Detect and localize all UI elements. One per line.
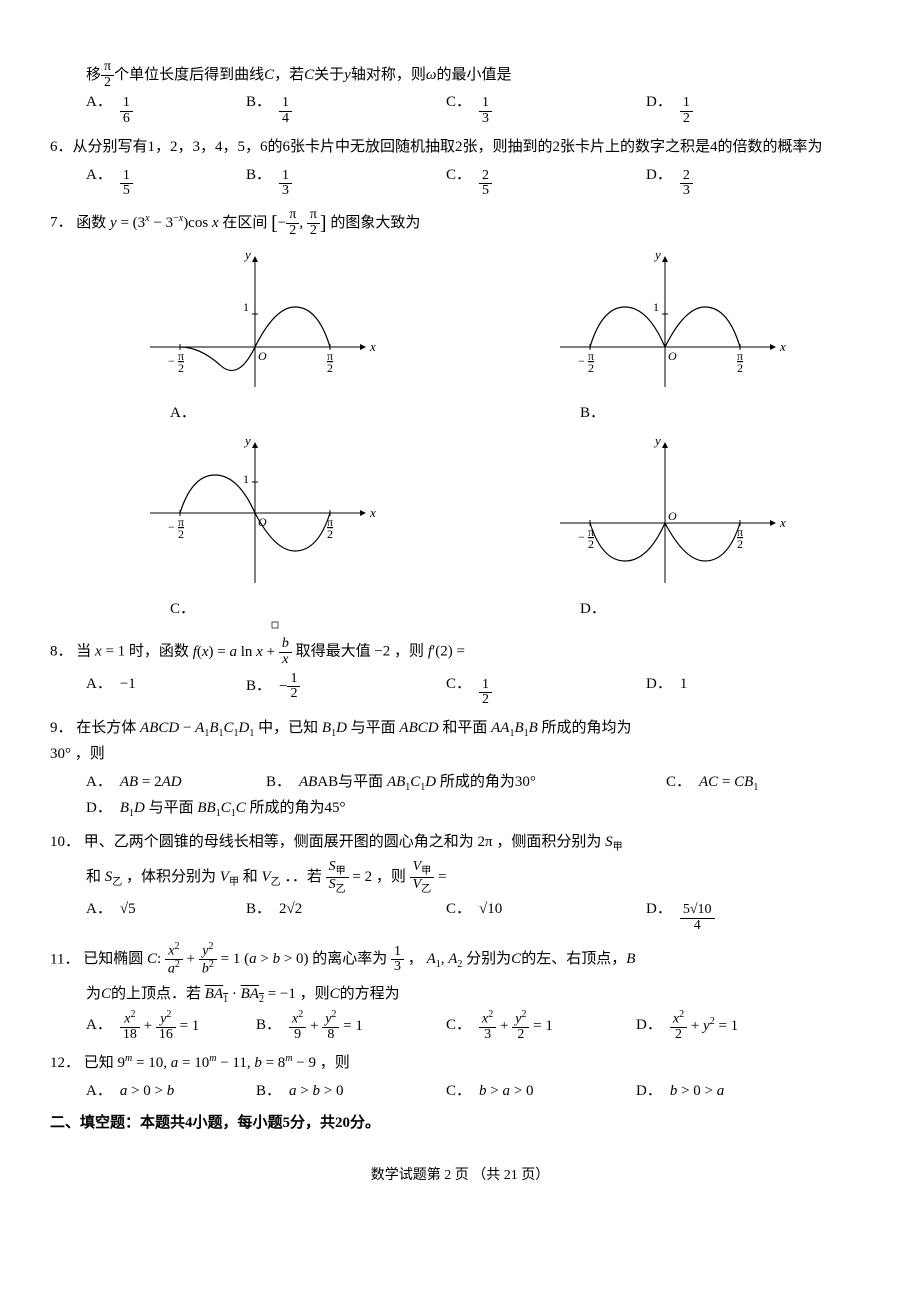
choice-d: D．12	[646, 90, 796, 126]
q7-text: 函数 y = (3x − 3−x)cos x 在区间 [−π2, π2] 的图象…	[76, 215, 420, 231]
q10-num: 10．	[50, 834, 80, 850]
choice-b: B．a > b > 0	[256, 1079, 446, 1103]
svg-text:2: 2	[327, 361, 333, 375]
q8-text: 当 x = 1 时，函数 f(x) = a ln x + bx 取得最大值 −2…	[76, 644, 465, 660]
svg-text:1: 1	[243, 472, 249, 486]
q12-num: 12．	[50, 1055, 80, 1071]
svg-text:2: 2	[588, 361, 594, 375]
q6-text: 从分别写有1，2，3，4，5，6的6张卡片中无放回随机抽取2张，则抽到的2张卡片…	[73, 139, 823, 155]
q8-choices: A．−1 B．−12 C．12 D．1	[86, 672, 870, 708]
choice-b: B．ABAB与平面 AB1C1D 所成的角为30°	[266, 770, 666, 796]
q9: 9． 在长方体 ABCD − A1B1C1D1 中，已知 B1D 与平面 ABC…	[50, 716, 870, 766]
q9-choices: A．AB = 2AD B．ABAB与平面 AB1C1D 所成的角为30° C．A…	[86, 770, 870, 822]
svg-text:1: 1	[653, 300, 659, 314]
svg-text:y: y	[243, 247, 251, 262]
svg-text:2: 2	[178, 361, 184, 375]
graph-a-label: A．	[170, 401, 380, 425]
svg-text:O: O	[258, 349, 267, 363]
choice-c: C．AC = CB1	[666, 770, 846, 796]
svg-text:y: y	[653, 433, 661, 448]
q11: 11． 已知椭圆 C: x2a2 + y2b2 = 1 (a > b > 0) …	[50, 942, 870, 978]
svg-text:O: O	[668, 349, 677, 363]
q11-num: 11．	[50, 951, 79, 967]
choice-c: C．13	[446, 90, 646, 126]
choice-b: B．−12	[246, 672, 446, 708]
choice-d: D．B1D 与平面 BB1C1C 所成的角为45°	[86, 796, 486, 822]
q11-cont: 为C的上顶点．若 BA1 · BA2 = −1 ，则C的方程为	[86, 982, 870, 1008]
choice-a: A．√5	[86, 897, 246, 933]
choice-b: B．14	[246, 90, 446, 126]
choice-b: B．x29 + y28 = 1	[256, 1010, 446, 1043]
q6-choices: A．15 B．13 C．25 D．23	[86, 163, 870, 199]
svg-text:−: −	[578, 354, 585, 368]
q10: 10． 甲、乙两个圆锥的母线长相等，侧面展开图的圆心角之和为 2π ，侧面积分别…	[50, 830, 870, 856]
svg-text:2: 2	[327, 527, 333, 541]
q9-num: 9．	[50, 720, 73, 736]
graph-c-label: C．	[170, 597, 380, 629]
graph-c: x y O 1 −π2 π2 C．	[130, 433, 380, 629]
q12-choices: A．a > 0 > b B．a > b > 0 C．b > a > 0 D．b …	[86, 1079, 870, 1103]
svg-text:2: 2	[737, 537, 743, 551]
choice-a: A．x218 + y216 = 1	[86, 1010, 256, 1043]
q7-num: 7．	[50, 215, 73, 231]
choice-c: C．√10	[446, 897, 646, 933]
graph-a: x y O 1 −π2 π2 A．	[130, 247, 380, 425]
svg-text:x: x	[369, 505, 376, 520]
choice-b: B．2√2	[246, 897, 446, 933]
choice-d: D．b > 0 > a	[636, 1079, 786, 1103]
svg-text:2: 2	[178, 527, 184, 541]
q11-text: 已知椭圆 C: x2a2 + y2b2 = 1 (a > b > 0) 的离心率…	[83, 951, 635, 967]
choice-c: C．12	[446, 672, 646, 708]
svg-text:O: O	[668, 509, 677, 523]
q9-text: 在长方体 ABCD − A1B1C1D1 中，已知 B1D 与平面 ABCD 和…	[50, 720, 632, 762]
graph-d: x y O −π2 π2 D．	[540, 433, 790, 629]
svg-text:y: y	[653, 247, 661, 262]
choice-d: D．5√104	[646, 897, 796, 933]
choice-a: A．AB = 2AD	[86, 770, 266, 796]
q7: 7． 函数 y = (3x − 3−x)cos x 在区间 [−π2, π2] …	[50, 207, 870, 239]
graph-d-label: D．	[580, 597, 790, 621]
q10-text: 甲、乙两个圆锥的母线长相等，侧面展开图的圆心角之和为 2π ，侧面积分别为 S甲	[84, 834, 623, 850]
svg-text:−: −	[168, 354, 175, 368]
choice-d: D．x22 + y2 = 1	[636, 1010, 786, 1043]
choice-a: A．a > 0 > b	[86, 1079, 256, 1103]
choice-c: C．b > a > 0	[446, 1079, 636, 1103]
svg-text:x: x	[369, 339, 376, 354]
q12-text: 已知 9m = 10, a = 10m − 11, b = 8m − 9 ，则	[84, 1055, 350, 1071]
choice-c: C．x23 + y22 = 1	[446, 1010, 636, 1043]
choice-b: B．13	[246, 163, 446, 199]
svg-text:−: −	[578, 530, 585, 544]
choice-a: A．15	[86, 163, 246, 199]
svg-text:x: x	[779, 339, 786, 354]
svg-text:y: y	[243, 433, 251, 448]
q11-choices: A．x218 + y216 = 1 B．x29 + y28 = 1 C．x23 …	[86, 1010, 870, 1043]
choice-c: C．25	[446, 163, 646, 199]
q12: 12． 已知 9m = 10, a = 10m − 11, b = 8m − 9…	[50, 1051, 870, 1075]
q10-cont: 和 S乙 ，体积分别为 V甲 和 V乙 ．．若 S甲S乙 = 2 ，则 V甲V乙…	[86, 860, 870, 896]
svg-text:1: 1	[243, 300, 249, 314]
q10-choices: A．√5 B．2√2 C．√10 D．5√104	[86, 897, 870, 933]
svg-text:2: 2	[588, 537, 594, 551]
q8: 8． 当 x = 1 时，函数 f(x) = a ln x + bx 取得最大值…	[50, 637, 870, 667]
page-footer: 数学试题第 2 页 （共 21 页）	[50, 1165, 870, 1187]
section2-heading: 二、填空题：本题共4小题，每小题5分，共20分。	[50, 1111, 870, 1135]
q6-num: 6．	[50, 139, 73, 155]
choice-d: D．1	[646, 672, 796, 708]
q7-graphs-row1: x y O 1 −π2 π2 A． x y O 1 −π2 π2 B．	[50, 247, 870, 425]
svg-text:2: 2	[737, 361, 743, 375]
svg-text:x: x	[779, 515, 786, 530]
q7-graphs-row2: x y O 1 −π2 π2 C． x y O −π2 π2 D．	[50, 433, 870, 629]
choice-a: A．−1	[86, 672, 246, 708]
choice-d: D．23	[646, 163, 796, 199]
q6: 6．从分别写有1，2，3，4，5，6的6张卡片中无放回随机抽取2张，则抽到的2张…	[50, 135, 870, 159]
q5-continuation: 移π2个单位长度后得到曲线C，若C关于y轴对称，则ω的最小值是	[86, 60, 870, 90]
choice-a: A．16	[86, 90, 246, 126]
q8-num: 8．	[50, 644, 73, 660]
q5-choices: A．16 B．14 C．13 D．12	[86, 90, 870, 126]
q5-text: 移π2个单位长度后得到曲线C，若C关于y轴对称，则ω的最小值是	[86, 67, 511, 83]
graph-b: x y O 1 −π2 π2 B．	[540, 247, 790, 425]
graph-b-label: B．	[580, 401, 790, 425]
svg-text:−: −	[168, 520, 175, 534]
